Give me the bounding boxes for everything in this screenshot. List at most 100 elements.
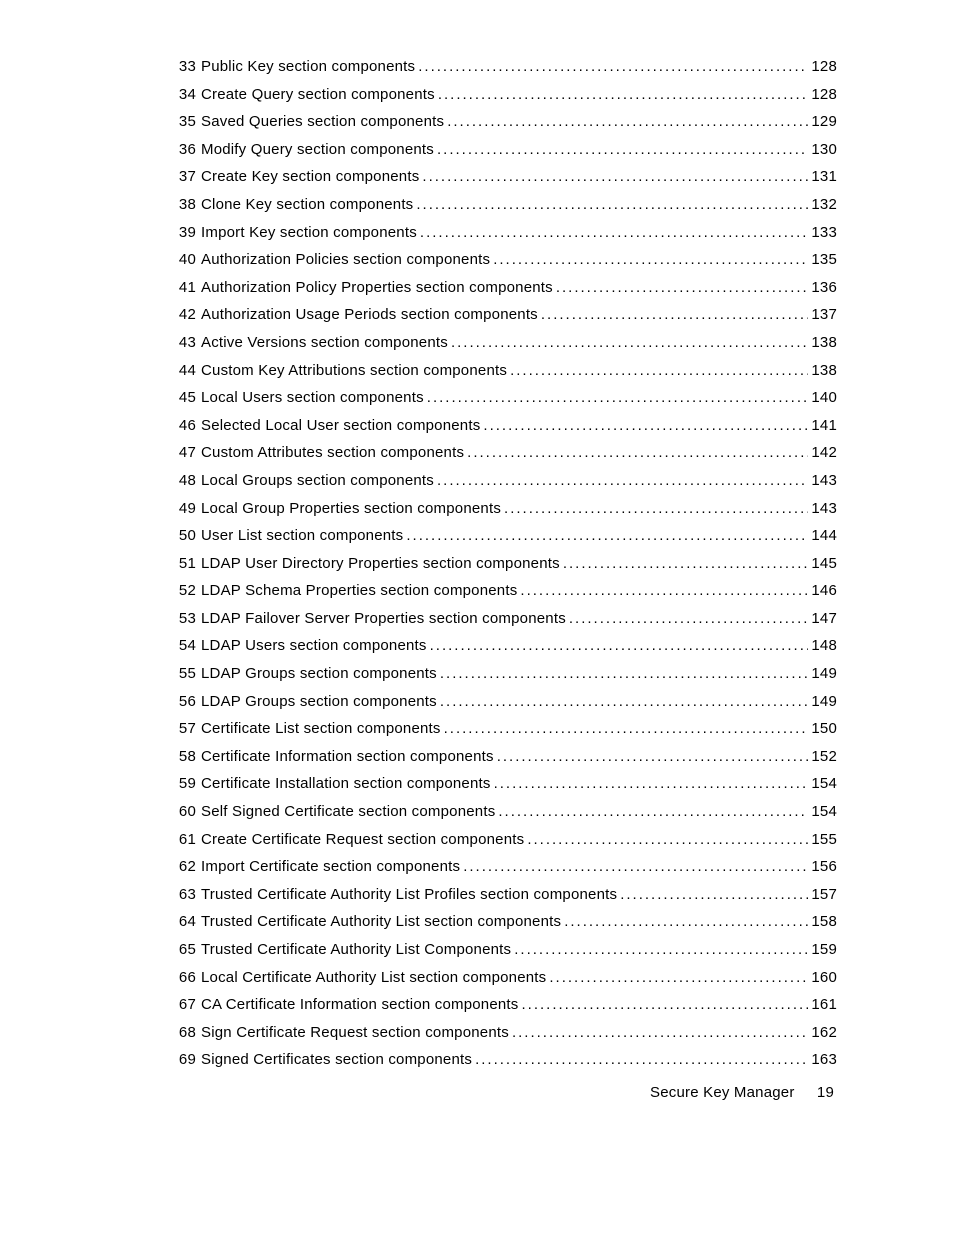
toc-entry-title: Import Key section components — [201, 224, 420, 241]
toc-entry: 67CA Certificate Information section com… — [175, 996, 837, 1013]
toc-entry-dots: ........................................… — [512, 1024, 808, 1041]
toc-entry-dots: ........................................… — [556, 279, 809, 296]
toc-entry-page: 128 — [808, 86, 837, 103]
toc-entry: 45Local Users section components........… — [175, 389, 837, 406]
toc-entry-page: 148 — [808, 637, 837, 654]
toc-entry-title: LDAP Groups section components — [201, 693, 440, 710]
toc-entry-dots: ........................................… — [497, 748, 809, 765]
toc-entry: 53LDAP Failover Server Properties sectio… — [175, 610, 837, 627]
toc-entry-title: Authorization Usage Periods section comp… — [201, 306, 541, 323]
toc-entry: 34Create Query section components.......… — [175, 86, 837, 103]
toc-entry: 60Self Signed Certificate section compon… — [175, 803, 837, 820]
toc-entry-page: 143 — [808, 500, 837, 517]
toc-entry-number: 53 — [175, 610, 201, 627]
toc-entry-title: Trusted Certificate Authority List Profi… — [201, 886, 620, 903]
toc-entry-dots: ........................................… — [406, 527, 808, 544]
toc-entry-title: Create Query section components — [201, 86, 438, 103]
toc-entry-number: 67 — [175, 996, 201, 1013]
toc-entry-dots: ........................................… — [438, 86, 809, 103]
toc-entry-page: 140 — [808, 389, 837, 406]
toc-entry-title: Local Groups section components — [201, 472, 437, 489]
toc-entry: 64Trusted Certificate Authority List sec… — [175, 913, 837, 930]
toc-entry-page: 130 — [808, 141, 837, 158]
toc-entry: 66Local Certificate Authority List secti… — [175, 969, 837, 986]
toc-entry-title: Authorization Policies section component… — [201, 251, 493, 268]
toc-entry: 51LDAP User Directory Properties section… — [175, 555, 837, 572]
toc-entry: 54LDAP Users section components.........… — [175, 637, 837, 654]
toc-entry-title: Create Key section components — [201, 168, 422, 185]
toc-entry-number: 43 — [175, 334, 201, 351]
toc-entry-dots: ........................................… — [494, 775, 809, 792]
toc-entry-page: 152 — [808, 748, 837, 765]
toc-entry-title: Saved Queries section components — [201, 113, 447, 130]
toc-entry-number: 44 — [175, 362, 201, 379]
toc-entry-page: 163 — [808, 1051, 837, 1068]
toc-entry-title: Trusted Certificate Authority List Compo… — [201, 941, 514, 958]
toc-entry-dots: ........................................… — [440, 693, 809, 710]
toc-entry-page: 150 — [808, 720, 837, 737]
toc-entry: 47Custom Attributes section components..… — [175, 444, 837, 461]
toc-entry-dots: ........................................… — [440, 665, 809, 682]
toc-entry-title: Trusted Certificate Authority List secti… — [201, 913, 564, 930]
toc-entry-dots: ........................................… — [521, 996, 808, 1013]
toc-entry-number: 45 — [175, 389, 201, 406]
toc-entry: 55LDAP Groups section components........… — [175, 665, 837, 682]
toc-entry-dots: ........................................… — [569, 610, 808, 627]
toc-entry-dots: ........................................… — [514, 941, 808, 958]
toc-entry-dots: ........................................… — [437, 141, 808, 158]
toc-entry-title: Authorization Policy Properties section … — [201, 279, 556, 296]
toc-entry-dots: ........................................… — [467, 444, 808, 461]
toc-entry-page: 128 — [808, 58, 837, 75]
toc-content: 33Public Key section components.........… — [175, 58, 837, 1079]
toc-entry-number: 39 — [175, 224, 201, 241]
toc-entry-title: CA Certificate Information section compo… — [201, 996, 521, 1013]
toc-entry-page: 156 — [808, 858, 837, 875]
toc-entry: 44Custom Key Attributions section compon… — [175, 362, 837, 379]
toc-entry-number: 38 — [175, 196, 201, 213]
toc-entry-number: 61 — [175, 831, 201, 848]
toc-entry-page: 135 — [808, 251, 837, 268]
toc-entry: 59Certificate Installation section compo… — [175, 775, 837, 792]
toc-entry-number: 65 — [175, 941, 201, 958]
toc-entry-page: 149 — [808, 693, 837, 710]
toc-entry-page: 129 — [808, 113, 837, 130]
toc-entry-number: 64 — [175, 913, 201, 930]
toc-entry-number: 40 — [175, 251, 201, 268]
toc-entry-title: Local Certificate Authority List section… — [201, 969, 549, 986]
toc-entry-page: 155 — [808, 831, 837, 848]
toc-entry-number: 52 — [175, 582, 201, 599]
toc-entry-title: Certificate List section components — [201, 720, 444, 737]
toc-entry-title: LDAP Failover Server Properties section … — [201, 610, 569, 627]
toc-entry: 68Sign Certificate Request section compo… — [175, 1024, 837, 1041]
toc-entry-page: 149 — [808, 665, 837, 682]
toc-entry: 33Public Key section components.........… — [175, 58, 837, 75]
toc-entry-number: 54 — [175, 637, 201, 654]
toc-entry-number: 50 — [175, 527, 201, 544]
toc-entry-dots: ........................................… — [422, 168, 808, 185]
toc-entry-number: 63 — [175, 886, 201, 903]
toc-entry-dots: ........................................… — [451, 334, 808, 351]
toc-entry-dots: ........................................… — [418, 58, 808, 75]
toc-entry-number: 58 — [175, 748, 201, 765]
toc-entry-dots: ........................................… — [463, 858, 808, 875]
toc-entry-page: 154 — [808, 803, 837, 820]
toc-entry-page: 142 — [808, 444, 837, 461]
toc-entry-dots: ........................................… — [564, 913, 808, 930]
toc-entry-title: User List section components — [201, 527, 406, 544]
toc-entry-page: 160 — [808, 969, 837, 986]
footer-page-number: 19 — [817, 1084, 834, 1101]
toc-entry-dots: ........................................… — [420, 224, 808, 241]
toc-entry-number: 51 — [175, 555, 201, 572]
toc-entry-title: Local Users section components — [201, 389, 427, 406]
toc-entry: 50User List section components..........… — [175, 527, 837, 544]
toc-entry-title: Custom Key Attributions section componen… — [201, 362, 510, 379]
toc-entry-number: 41 — [175, 279, 201, 296]
toc-entry: 63Trusted Certificate Authority List Pro… — [175, 886, 837, 903]
toc-entry-page: 146 — [808, 582, 837, 599]
toc-entry-title: Modify Query section components — [201, 141, 437, 158]
toc-entry: 40Authorization Policies section compone… — [175, 251, 837, 268]
toc-entry: 48Local Groups section components.......… — [175, 472, 837, 489]
toc-entry: 39Import Key section components.........… — [175, 224, 837, 241]
toc-entry-page: 137 — [808, 306, 837, 323]
toc-entry: 43Active Versions section components....… — [175, 334, 837, 351]
